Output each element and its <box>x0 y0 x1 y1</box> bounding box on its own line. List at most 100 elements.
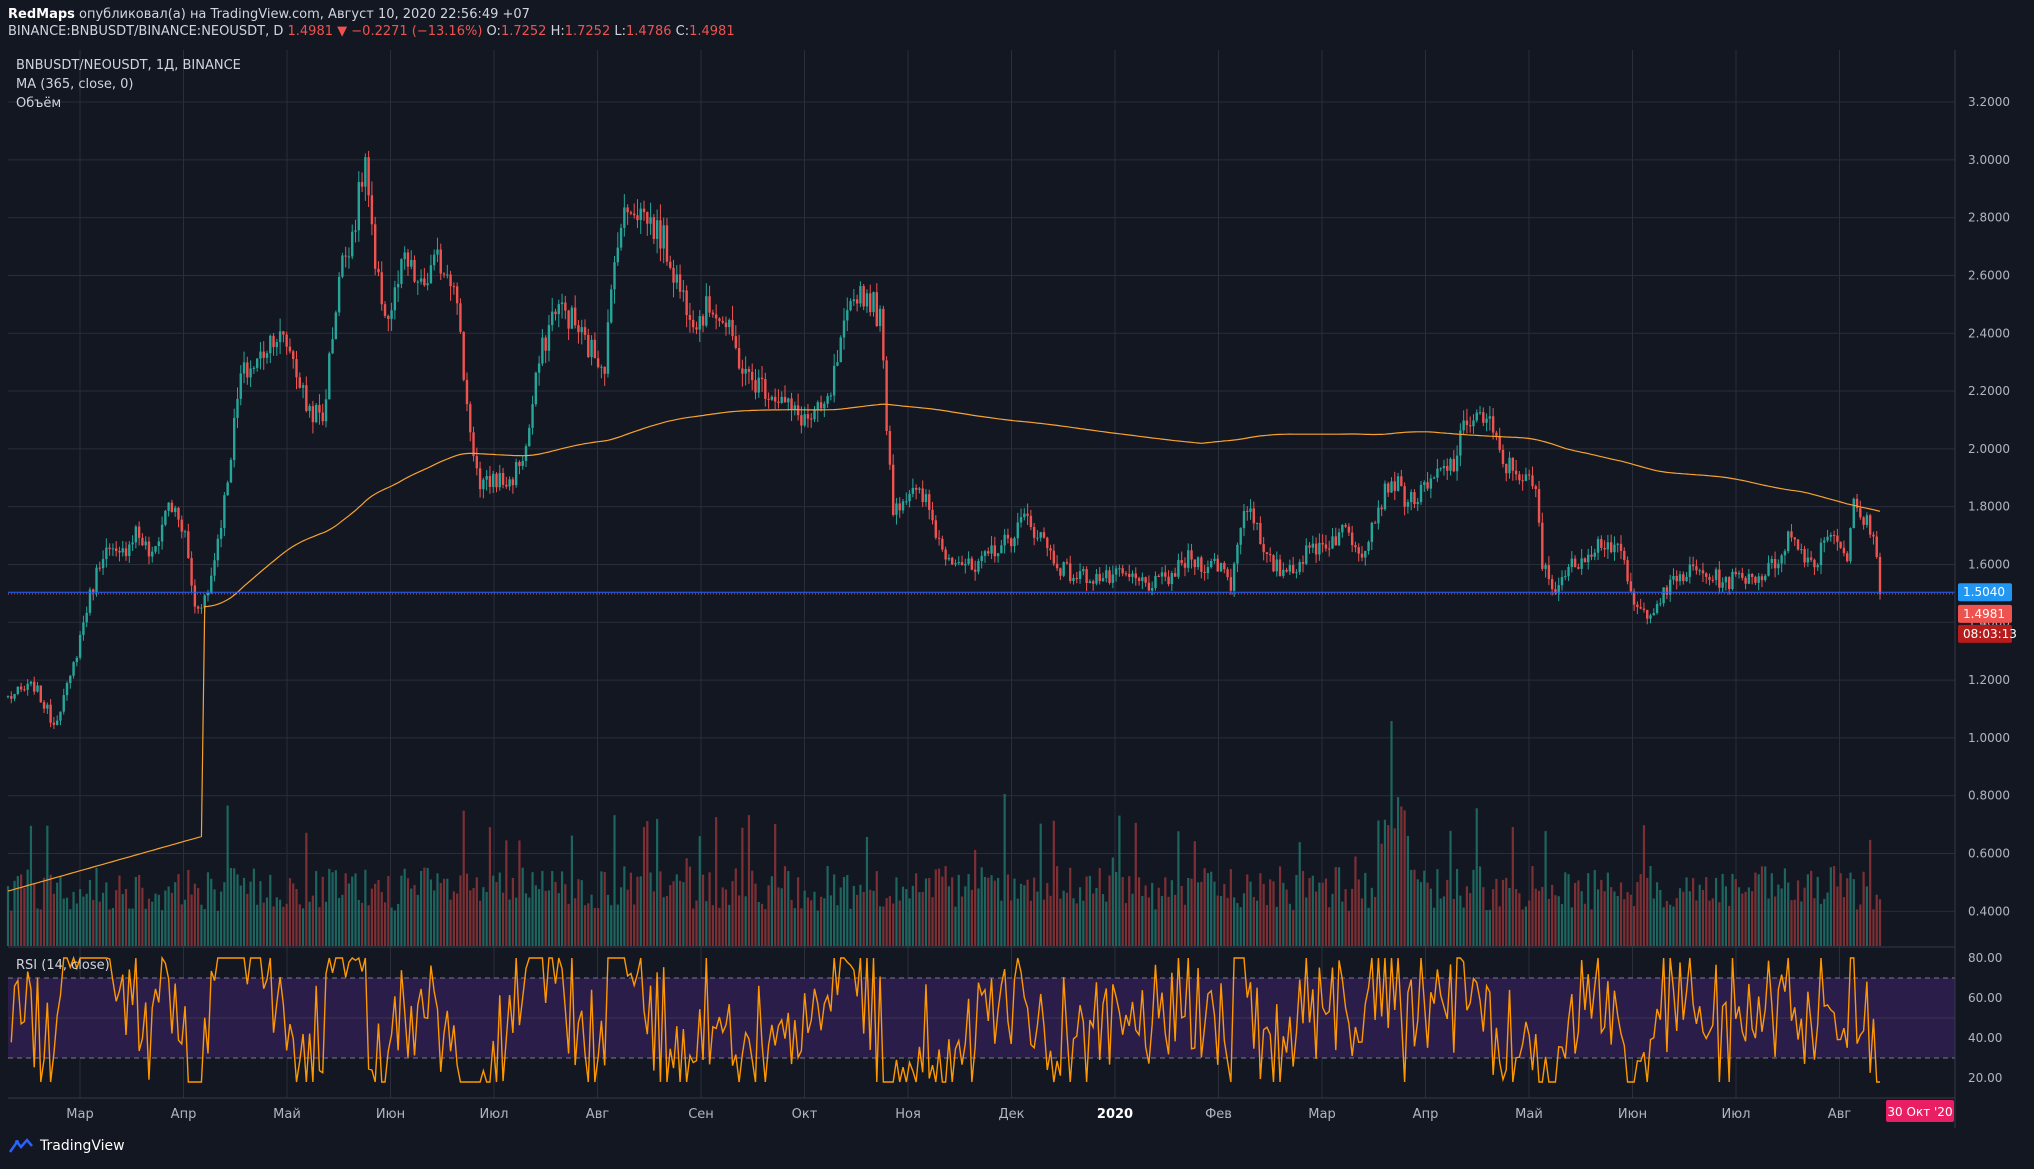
author-name[interactable]: RedMaps <box>8 7 75 22</box>
volume-bar <box>1813 898 1816 946</box>
legend-ma[interactable]: MA (365, close, 0) <box>16 77 134 92</box>
y-tick-label: 1.0000 <box>1968 731 2010 745</box>
volume-bar <box>1705 877 1708 946</box>
candle-body <box>1347 526 1351 533</box>
candle-body <box>1714 569 1718 580</box>
volume-bar <box>459 875 462 946</box>
candle-body <box>1432 477 1436 479</box>
volume-bar <box>272 906 275 946</box>
rsi-legend[interactable]: RSI (14, close) <box>16 958 110 973</box>
volume-bar <box>1085 876 1088 946</box>
candle-body <box>1216 558 1219 572</box>
volume-bar <box>1344 889 1347 946</box>
volume-bar <box>862 892 865 946</box>
volume-bar <box>1196 882 1200 946</box>
candle-body <box>849 301 852 311</box>
candle-body <box>1767 562 1770 576</box>
candle-body <box>1403 486 1406 507</box>
candle-body <box>1147 582 1151 591</box>
candle-body <box>1157 575 1160 577</box>
candle-body <box>819 402 823 409</box>
candle-body <box>1400 476 1403 487</box>
candle-body <box>1036 537 1039 539</box>
volume-bar <box>944 866 947 946</box>
volume-bar <box>344 873 347 946</box>
candle-body <box>1226 569 1229 578</box>
candle-body <box>564 302 567 311</box>
candle-body <box>1583 558 1587 563</box>
volume-bar <box>275 897 278 946</box>
volume-bar <box>36 908 39 946</box>
rsi-tick-label: 20.00 <box>1968 1071 2002 1085</box>
volume-bar <box>249 881 252 946</box>
candle-body <box>1777 563 1780 569</box>
candle-body <box>1042 532 1046 538</box>
volume-bar <box>737 895 741 946</box>
candle-body <box>1111 574 1115 583</box>
candle-body <box>351 231 354 257</box>
volume-bar <box>1475 808 1478 946</box>
candle-body <box>1436 468 1439 478</box>
volume-bar <box>1803 887 1806 946</box>
candle-body <box>967 558 970 564</box>
legend-symbol[interactable]: BNBUSDT/NEOUSDT, 1Д, BINANCE <box>16 58 241 73</box>
y-tick-label: 1.8000 <box>1968 500 2010 514</box>
candle-body <box>429 265 433 284</box>
volume-bar <box>980 867 983 946</box>
volume-bar <box>580 880 583 946</box>
candle-body <box>1839 541 1842 548</box>
candle-body <box>1285 569 1288 572</box>
volume-bar <box>724 889 728 946</box>
volume-bar <box>633 904 636 946</box>
y-tick-label: 2.6000 <box>1968 268 2010 282</box>
volume-bar <box>1465 886 1469 946</box>
candle-body <box>1541 522 1544 569</box>
volume-bar <box>878 906 882 946</box>
volume-bar <box>1347 910 1350 946</box>
candle-body <box>39 685 42 703</box>
volume-bar <box>1246 874 1249 946</box>
price-change: −0.2271 (−13.16%) <box>351 24 483 39</box>
volume-bar <box>806 897 810 946</box>
volume-bar <box>370 888 374 946</box>
volume-bar <box>1521 909 1524 946</box>
ma-price-tag-bg <box>1958 583 2012 602</box>
volume-bar <box>793 908 796 946</box>
publish-line: RedMaps опубликовал(а) на TradingView.co… <box>8 6 735 23</box>
legend-volume[interactable]: Объём <box>16 96 62 111</box>
volume-bar <box>1026 879 1029 946</box>
volume-bar <box>934 869 937 946</box>
candle-body <box>721 320 724 323</box>
candle-body <box>1819 542 1823 566</box>
candle-body <box>1406 502 1410 507</box>
candle-body <box>888 431 892 465</box>
candle-body <box>1862 517 1865 525</box>
volume-bar <box>1269 879 1272 946</box>
candle-body <box>249 368 252 378</box>
candle-body <box>718 318 721 321</box>
candle-body <box>1754 576 1757 583</box>
volume-bar <box>416 894 419 946</box>
volume-bar <box>279 899 282 946</box>
volume-bar <box>652 891 655 946</box>
volume-bar <box>967 874 970 946</box>
volume-bar <box>442 878 446 946</box>
candle-body <box>954 563 957 565</box>
volume-bar <box>1633 906 1636 946</box>
candle-body <box>691 319 695 328</box>
volume-bar <box>954 906 957 946</box>
volume-bar <box>1587 873 1590 946</box>
volume-bar <box>1390 721 1393 946</box>
volume-bar <box>1056 866 1059 946</box>
volume-bar <box>803 890 806 946</box>
volume-bar <box>29 825 33 946</box>
candle-body <box>442 273 446 275</box>
candle-body <box>1505 463 1508 474</box>
candle-body <box>285 334 288 347</box>
volume-bar <box>498 872 501 946</box>
candle-body <box>101 559 105 569</box>
volume-bar <box>1859 904 1862 946</box>
volume-bar <box>577 879 580 946</box>
volume-bar <box>1315 891 1318 946</box>
